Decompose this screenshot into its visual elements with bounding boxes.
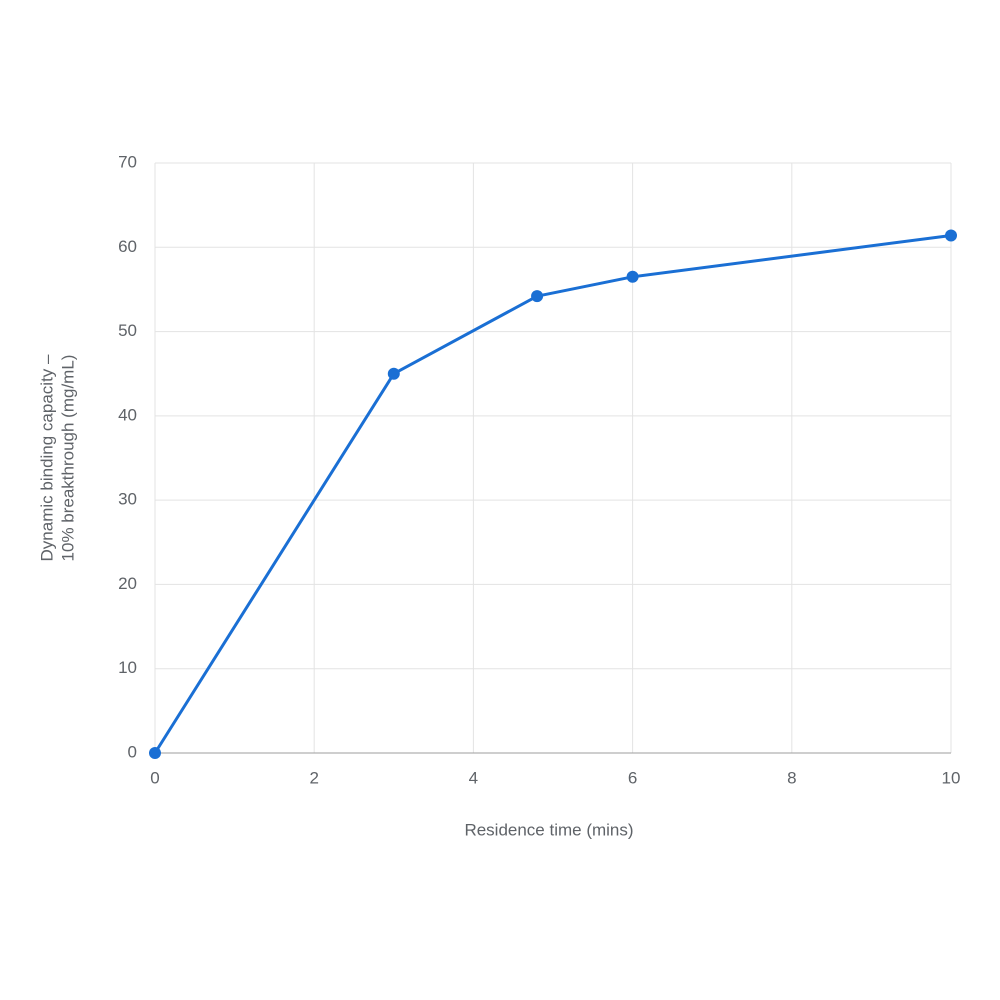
x-tick-label: 10 [942,768,961,787]
x-axis-label: Residence time (mins) [464,820,633,839]
y-tick-label: 30 [118,490,137,509]
data-point [531,290,544,303]
series-line [153,233,952,754]
data-point [387,367,400,380]
x-tick-label: 0 [150,768,159,787]
x-tick-label: 6 [628,768,637,787]
x-tick-label: 8 [787,768,796,787]
y-axis-label-line: Dynamic binding capacity – [37,354,56,561]
y-tick-label: 70 [118,152,137,171]
y-tick-label: 10 [118,658,137,677]
x-tick-label: 2 [309,768,318,787]
y-axis-label-line: 10% breakthrough (mg/mL) [58,355,77,562]
y-tick-label: 60 [118,237,137,256]
data-point [149,747,161,759]
y-tick-label: 0 [128,742,137,761]
data-point [626,270,639,283]
x-tick-label: 4 [469,768,478,787]
y-axis-label: Dynamic binding capacity – 10% breakthro… [37,354,77,561]
y-tick-label: 50 [118,321,137,340]
y-tick-label: 40 [118,405,137,424]
data-point [945,229,957,242]
y-tick-label: 20 [118,574,137,593]
